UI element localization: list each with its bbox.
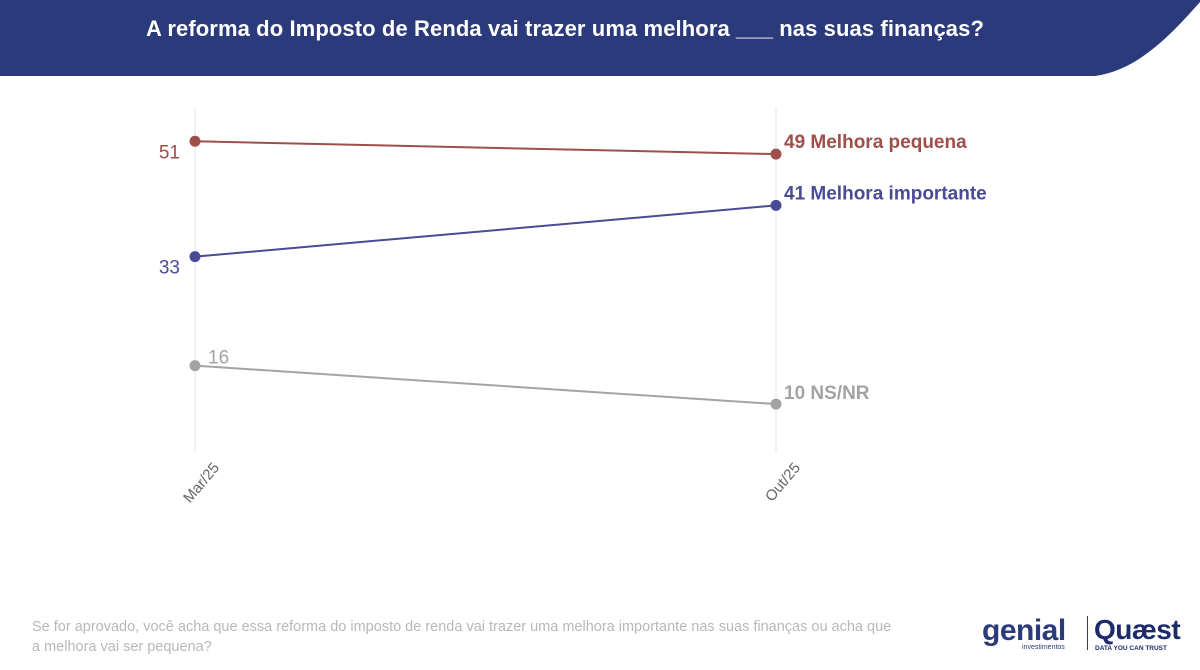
end-value-label-melhora-pequena: 49 Melhora pequena — [784, 132, 967, 153]
header-background — [0, 0, 1200, 76]
genial-logo-subtext: investimentos — [1022, 644, 1065, 651]
data-point-melhora-importante — [189, 251, 201, 263]
start-value-label-melhora-importante: 33 — [159, 258, 180, 279]
series-line-melhora-pequena — [194, 140, 777, 156]
chart-series — [189, 135, 782, 410]
start-value-label-ns-nr: 16 — [208, 348, 229, 369]
data-point-ns-nr — [189, 360, 201, 372]
end-value-label-ns-nr: 10 NS/NR — [784, 383, 870, 404]
x-tick-label: Mar/25 — [180, 460, 223, 507]
footnote-question: Se for aprovado, você acha que essa refo… — [32, 619, 892, 655]
genial-logo-text: genial — [982, 614, 1066, 647]
logo-divider — [1087, 616, 1088, 650]
data-point-ns-nr — [770, 398, 782, 410]
page-title: A reforma do Imposto de Renda vai trazer… — [145, 16, 985, 41]
data-point-melhora-importante — [770, 199, 782, 211]
line-chart: Mar/25 Out/25 51 49 Melhora pequena 33 41 Me… — [159, 108, 987, 506]
series-line-melhora-importante — [194, 204, 777, 258]
series-line-ns-nr — [194, 364, 777, 406]
data-point-melhora-pequena — [189, 135, 201, 147]
logo-area: genial investimentos Quæst DATA YOU CAN … — [982, 612, 1182, 656]
header-banner: A reforma do Imposto de Renda vai trazer… — [0, 0, 1200, 76]
quaest-logo-text: Quæst — [1094, 614, 1181, 645]
end-value-label-melhora-importante: 41 Melhora importante — [784, 183, 987, 204]
x-tick-label: Out/25 — [762, 460, 804, 505]
data-point-melhora-pequena — [770, 148, 782, 160]
start-value-label-melhora-pequena: 51 — [159, 142, 180, 163]
chart-axes: Mar/25 Out/25 — [180, 108, 804, 506]
quaest-logo-subtext: DATA YOU CAN TRUST — [1095, 645, 1167, 652]
chart-labels: 51 49 Melhora pequena 33 41 Melhora importa… — [159, 132, 987, 404]
